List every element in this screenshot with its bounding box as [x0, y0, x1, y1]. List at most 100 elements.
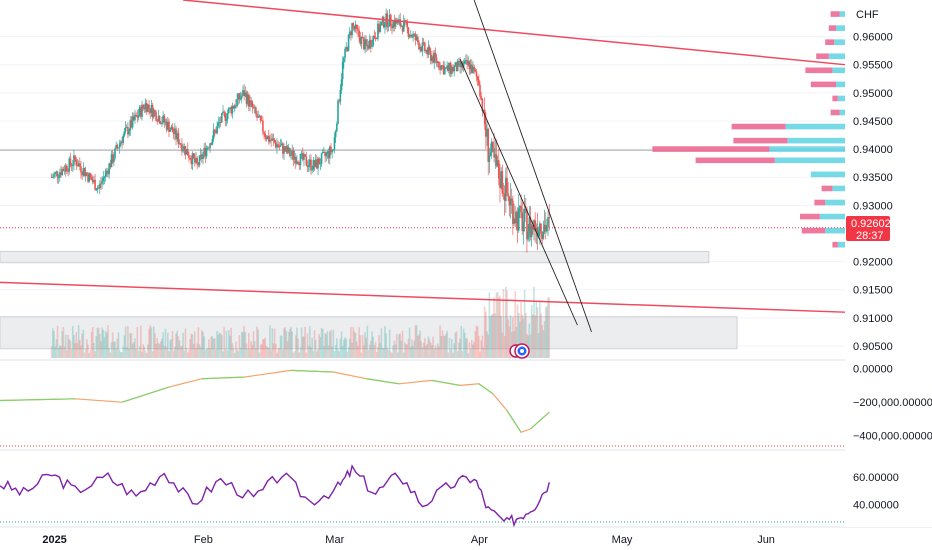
candle-body: [310, 159, 312, 170]
candle-body: [279, 145, 282, 147]
volume-bar: [505, 286, 507, 358]
volume-bar: [239, 347, 242, 358]
trend-line[interactable]: [459, 58, 578, 326]
volume-bar: [320, 327, 323, 358]
volume-bar: [463, 332, 466, 358]
volume-bar: [534, 315, 536, 358]
zones: [0, 149, 845, 350]
candle-body: [237, 93, 240, 100]
candle-body: [223, 111, 225, 113]
candle-body: [508, 196, 511, 206]
volume-bar: [142, 344, 144, 358]
price-tick-label: 0.92000: [853, 257, 893, 269]
volume-profile-buy-bar: [787, 137, 845, 144]
candle-body: [343, 57, 345, 62]
trend-line[interactable]: [0, 281, 846, 313]
candle-body: [138, 107, 141, 115]
volume-bar: [408, 327, 411, 358]
candle-body: [492, 141, 494, 149]
volume-bar: [436, 343, 439, 358]
candle-body: [459, 61, 461, 68]
candle-body: [184, 146, 187, 155]
candle-body: [135, 114, 137, 117]
volume-bar: [83, 352, 86, 358]
candle-body: [163, 115, 166, 123]
volume-profile-buy-bar: [839, 11, 845, 17]
volume-bar: [96, 327, 99, 358]
volume-bar: [226, 350, 229, 358]
candle-body: [110, 154, 113, 168]
volume-bar: [280, 335, 283, 358]
candle-body: [84, 172, 87, 177]
candle-body: [198, 155, 201, 166]
volume-bar: [251, 344, 254, 358]
volume-bar: [317, 348, 319, 358]
grid: [0, 36, 845, 347]
candle-body: [150, 104, 153, 114]
volume-bar: [215, 349, 217, 358]
volume-bar: [232, 347, 235, 358]
price-axis[interactable]: CHF 0.96000 0.95500 0.95000 0.94500 0.94000 0…: [845, 0, 932, 527]
volume-bar: [409, 346, 412, 358]
candle-body: [259, 115, 262, 121]
volume-bar: [486, 331, 488, 358]
volume-bar: [338, 351, 340, 358]
candle-body: [359, 37, 362, 45]
trend-line[interactable]: [473, 0, 592, 333]
candle-body: [216, 125, 218, 134]
volume-bar: [307, 345, 310, 358]
zone-rect[interactable]: [0, 250, 710, 264]
candle-body: [385, 13, 387, 24]
volume-bar: [399, 333, 402, 358]
last-price-tag: 0.92602 28:37: [846, 216, 891, 242]
candle-body: [76, 165, 79, 167]
volume-bar: [236, 348, 238, 358]
volume-bar: [290, 326, 292, 358]
candle-body: [530, 225, 533, 238]
candle-body: [122, 135, 125, 143]
volume-bar: [218, 332, 221, 358]
candle-body: [382, 16, 385, 28]
candle-body: [341, 61, 344, 80]
volume-bar: [312, 350, 315, 358]
volume-bar: [150, 327, 153, 358]
candle-body: [221, 113, 223, 123]
volume-bar: [476, 326, 479, 358]
candle-body: [352, 23, 355, 27]
volume-bar: [521, 314, 524, 358]
trend-line[interactable]: [183, 0, 846, 66]
volume-bar: [127, 325, 129, 358]
candle-body: [377, 23, 379, 39]
candle-body: [197, 163, 200, 166]
candle-body: [495, 154, 498, 166]
volume-bar: [445, 333, 447, 358]
trend-lines[interactable]: [0, 0, 846, 333]
candle-body: [452, 67, 454, 72]
volume-bar: [243, 325, 245, 358]
volume-bar: [468, 342, 471, 358]
candle-body: [130, 120, 133, 128]
candle-body: [415, 36, 418, 41]
candle-body: [252, 107, 255, 109]
volume-bars: [50, 286, 551, 358]
event-markers[interactable]: [509, 343, 530, 359]
candle-body: [125, 126, 128, 128]
volume-bar: [259, 344, 262, 358]
zone-rect[interactable]: [0, 316, 738, 350]
candle-body: [91, 180, 94, 183]
time-axis[interactable]: 2025 Feb Mar Apr May Jun: [0, 528, 932, 550]
volume-bar: [359, 335, 362, 358]
candle-body: [413, 33, 416, 35]
candle-body: [509, 198, 512, 206]
candle-body: [246, 94, 249, 104]
volume-bar: [102, 329, 105, 358]
volume-bar: [211, 336, 214, 358]
candle-body: [116, 145, 119, 149]
volume-bar: [235, 341, 237, 358]
candle-body: [70, 164, 73, 167]
volume-bar: [388, 329, 391, 358]
volume-bar: [115, 348, 117, 358]
volume-bar: [269, 325, 271, 358]
volume-bar: [144, 350, 147, 358]
